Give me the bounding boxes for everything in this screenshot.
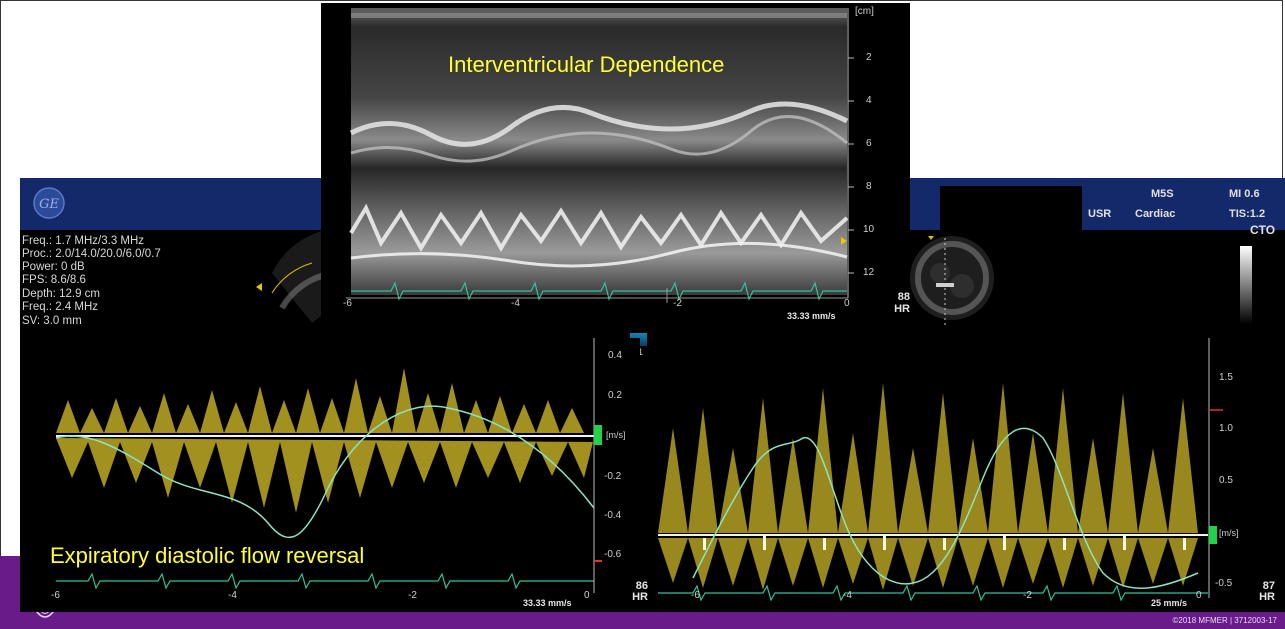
heart-rate-value: 87 [1262, 580, 1275, 592]
time-tick-label: -4 [228, 590, 237, 601]
time-tick-label: -6 [51, 590, 60, 601]
sweep-speed: 33.33 mm/s [523, 598, 572, 608]
velocity-tick-label: -0.4 [604, 510, 622, 521]
doppler-right-panel: 1.5 1.0 0.5 [m/s] -0.5 -6 -4 -2 0 25 mm/… [653, 338, 1285, 612]
velocity-tick-label: -0.2 [604, 471, 622, 482]
time-tick-label: -2 [1023, 590, 1032, 601]
depth-tick-label: 8 [866, 181, 872, 192]
sector-thumbnail-right [910, 236, 994, 328]
time-tick-label: -4 [511, 298, 520, 309]
param-line: Depth: 12.9 cm [22, 288, 100, 300]
time-tick-label: -6 [343, 298, 352, 309]
probe-label: M5S [1151, 188, 1174, 200]
doppler-left-panel: 0.4 0.2 [m/s] -0.2 -0.4 -0.6 -6 -4 -2 0 … [28, 338, 640, 612]
heart-rate-value: 88 [897, 291, 910, 303]
velocity-tick-label: 0.2 [608, 390, 622, 401]
doppler-right-spectrum [658, 338, 1223, 602]
doppler-left-spectrum [55, 338, 602, 593]
depth-tick-label: 6 [866, 138, 872, 149]
svg-text:GE: GE [39, 197, 59, 212]
depth-tick-label: 4 [866, 95, 872, 106]
param-line: Proc.: 2.0/14.0/20.0/6.0/0.7 [22, 248, 161, 260]
time-tick-label: -6 [691, 590, 700, 601]
heart-rate-value: 86 [635, 580, 648, 592]
depth-tick-label: 10 [863, 224, 875, 235]
caption-interventricular-dependence: Interventricular Dependence [448, 52, 725, 77]
time-tick-label: 0 [1196, 590, 1202, 601]
velocity-tick-label: 0.4 [608, 350, 622, 361]
velocity-unit-label: [m/s] [606, 430, 626, 440]
param-line: Power: 0 dB [22, 261, 85, 273]
m-mode-image [346, 8, 854, 303]
param-line: Freq.: 1.7 MHz/3.3 MHz [22, 235, 145, 247]
cto-label: CTO [1250, 223, 1276, 237]
param-line: SV: 3.0 mm [22, 315, 82, 327]
sweep-speed: 33.33 mm/s [787, 311, 836, 321]
velocity-tick-label: 1.5 [1219, 372, 1233, 383]
heart-rate-label: HR [894, 303, 910, 315]
sweep-speed: 25 mm/s [1151, 598, 1188, 608]
velocity-tick-label: -0.5 [1215, 578, 1233, 589]
caption-expiratory-flow-reversal: Expiratory diastolic flow reversal [50, 543, 365, 568]
preset-label: Cardiac [1135, 208, 1176, 220]
time-tick-label: 0 [584, 590, 590, 601]
depth-tick-label: 2 [866, 52, 872, 63]
m-mode-panel: [cm] 2 4 6 8 10 12 -6 -4 -2 0 33.33 mm/s [321, 3, 910, 333]
time-tick-label: -2 [408, 590, 417, 601]
ge-logo-icon: GE [33, 187, 65, 219]
velocity-tick-label: -0.6 [604, 549, 622, 560]
tis-label: TIS:1.2 [1229, 208, 1266, 220]
depth-ruler [848, 57, 854, 274]
heart-rate-label: HR [632, 591, 648, 603]
footer-copyright: ©2018 MFMER | 3712003-17 [1172, 616, 1277, 625]
velocity-tick-label: 0.5 [1219, 475, 1233, 486]
param-line: Freq.: 2.4 MHz [22, 301, 99, 313]
param-line: FPS: 8.6/8.6 [22, 274, 86, 286]
velocity-tick-label: 1.0 [1219, 423, 1233, 434]
depth-unit-label: [cm] [855, 6, 874, 17]
velocity-unit-label: [m/s] [1219, 528, 1239, 538]
time-tick-label: -4 [843, 590, 852, 601]
usr-label: USR [1088, 208, 1112, 220]
grayscale-bar [1240, 246, 1252, 324]
mi-label: MI 0.6 [1229, 188, 1260, 200]
heart-rate-label: HR [1259, 591, 1275, 603]
time-tick-label: -2 [673, 298, 682, 309]
depth-tick-label: 12 [863, 267, 875, 278]
time-tick-label: 0 [844, 298, 850, 309]
